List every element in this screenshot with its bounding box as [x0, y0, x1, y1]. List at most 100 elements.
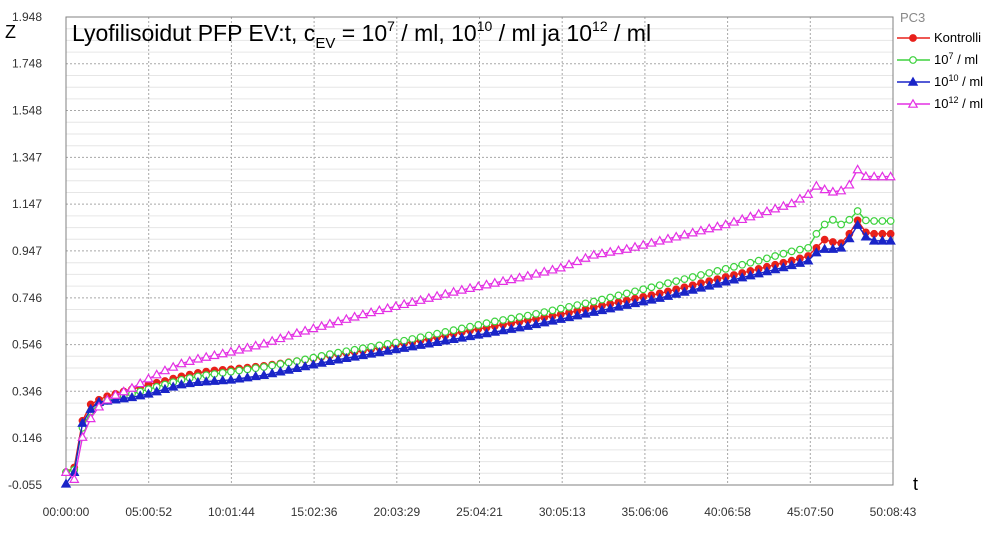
data-point	[746, 258, 755, 267]
plot-area-frame	[65, 16, 894, 486]
data-point	[110, 394, 121, 404]
data-point	[176, 379, 187, 389]
data-point	[705, 269, 714, 277]
data-point	[621, 243, 632, 253]
data-point	[440, 288, 451, 298]
data-point	[365, 306, 377, 317]
data-point	[679, 229, 690, 239]
x-tick-label: 00:00:00	[43, 505, 90, 519]
x-tick-label: 50:08:43	[870, 505, 917, 519]
data-point	[720, 276, 731, 286]
data-point	[605, 246, 616, 256]
y-tick-label: -0.055	[8, 478, 42, 492]
data-point	[233, 344, 245, 354]
data-point	[474, 321, 483, 329]
data-point	[703, 223, 715, 233]
data-point	[679, 286, 690, 296]
data-point	[870, 217, 879, 225]
data-point	[69, 473, 80, 483]
data-point	[332, 354, 344, 364]
data-point	[769, 203, 781, 213]
data-point	[736, 213, 748, 224]
data-point	[448, 286, 459, 296]
data-point	[812, 229, 821, 238]
data-point	[398, 298, 410, 309]
title-prefix: Lyofilisoidut PFP EV:t, c	[72, 20, 315, 46]
data-point	[631, 287, 639, 296]
data-point	[868, 235, 880, 245]
data-point	[662, 290, 674, 300]
data-point	[819, 184, 830, 194]
data-point	[868, 171, 880, 181]
data-point	[143, 388, 154, 398]
data-point	[860, 231, 872, 241]
data-point	[596, 304, 608, 315]
data-point	[283, 330, 294, 340]
data-point	[466, 322, 474, 331]
data-point	[283, 364, 294, 374]
data-point	[464, 282, 476, 292]
data-point	[563, 259, 575, 269]
data-point	[514, 322, 525, 332]
data-point	[845, 215, 854, 224]
data-point	[449, 326, 458, 335]
data-point	[523, 311, 532, 320]
data-point	[497, 325, 509, 335]
data-point	[769, 264, 781, 274]
data-point	[802, 255, 814, 265]
data-point	[209, 349, 220, 360]
data-point	[433, 329, 441, 338]
data-point	[506, 323, 517, 333]
data-point	[555, 313, 566, 323]
x-tick-label: 25:04:21	[456, 505, 503, 519]
data-point	[754, 256, 763, 265]
data-point	[573, 301, 582, 309]
data-point	[242, 372, 253, 382]
data-point	[555, 262, 566, 272]
title-exponent-2: 10	[477, 18, 493, 34]
data-point	[431, 290, 443, 300]
data-point	[909, 56, 917, 64]
data-point	[771, 252, 780, 260]
data-point	[415, 294, 426, 304]
data-point	[481, 279, 492, 289]
data-point	[581, 299, 590, 308]
data-point	[324, 355, 336, 365]
x-tick-label: 20:03:29	[373, 505, 420, 519]
data-point	[580, 252, 591, 262]
data-point	[572, 255, 583, 266]
y-tick-label: 1.347	[12, 150, 42, 164]
data-point	[614, 291, 623, 300]
title-eq: = 10	[335, 20, 387, 46]
data-point	[629, 297, 641, 308]
y-tick-label: 0.346	[12, 384, 42, 398]
data-point	[852, 219, 863, 229]
data-point	[200, 376, 212, 386]
data-point	[697, 271, 705, 279]
legend-label: Kontrolli	[934, 30, 981, 45]
data-point	[598, 295, 606, 304]
data-point	[695, 225, 707, 235]
data-point	[580, 308, 591, 318]
series-layer	[60, 164, 896, 488]
data-point	[217, 348, 228, 358]
data-point	[802, 188, 814, 198]
data-point	[688, 273, 697, 281]
data-point	[779, 249, 788, 258]
series-10-12-ml	[60, 164, 896, 483]
data-point	[730, 262, 738, 271]
x-tick-label: 10:01:44	[208, 505, 255, 519]
data-point	[907, 98, 919, 108]
data-point	[324, 318, 336, 328]
data-point	[341, 313, 352, 323]
data-point	[489, 326, 501, 336]
data-point	[547, 264, 558, 274]
data-point	[877, 171, 888, 181]
data-point	[440, 335, 451, 345]
data-point	[167, 381, 179, 391]
data-point	[490, 317, 499, 326]
data-point	[637, 239, 649, 249]
data-point	[687, 227, 698, 237]
data-point	[670, 288, 682, 298]
data-point	[507, 314, 516, 323]
